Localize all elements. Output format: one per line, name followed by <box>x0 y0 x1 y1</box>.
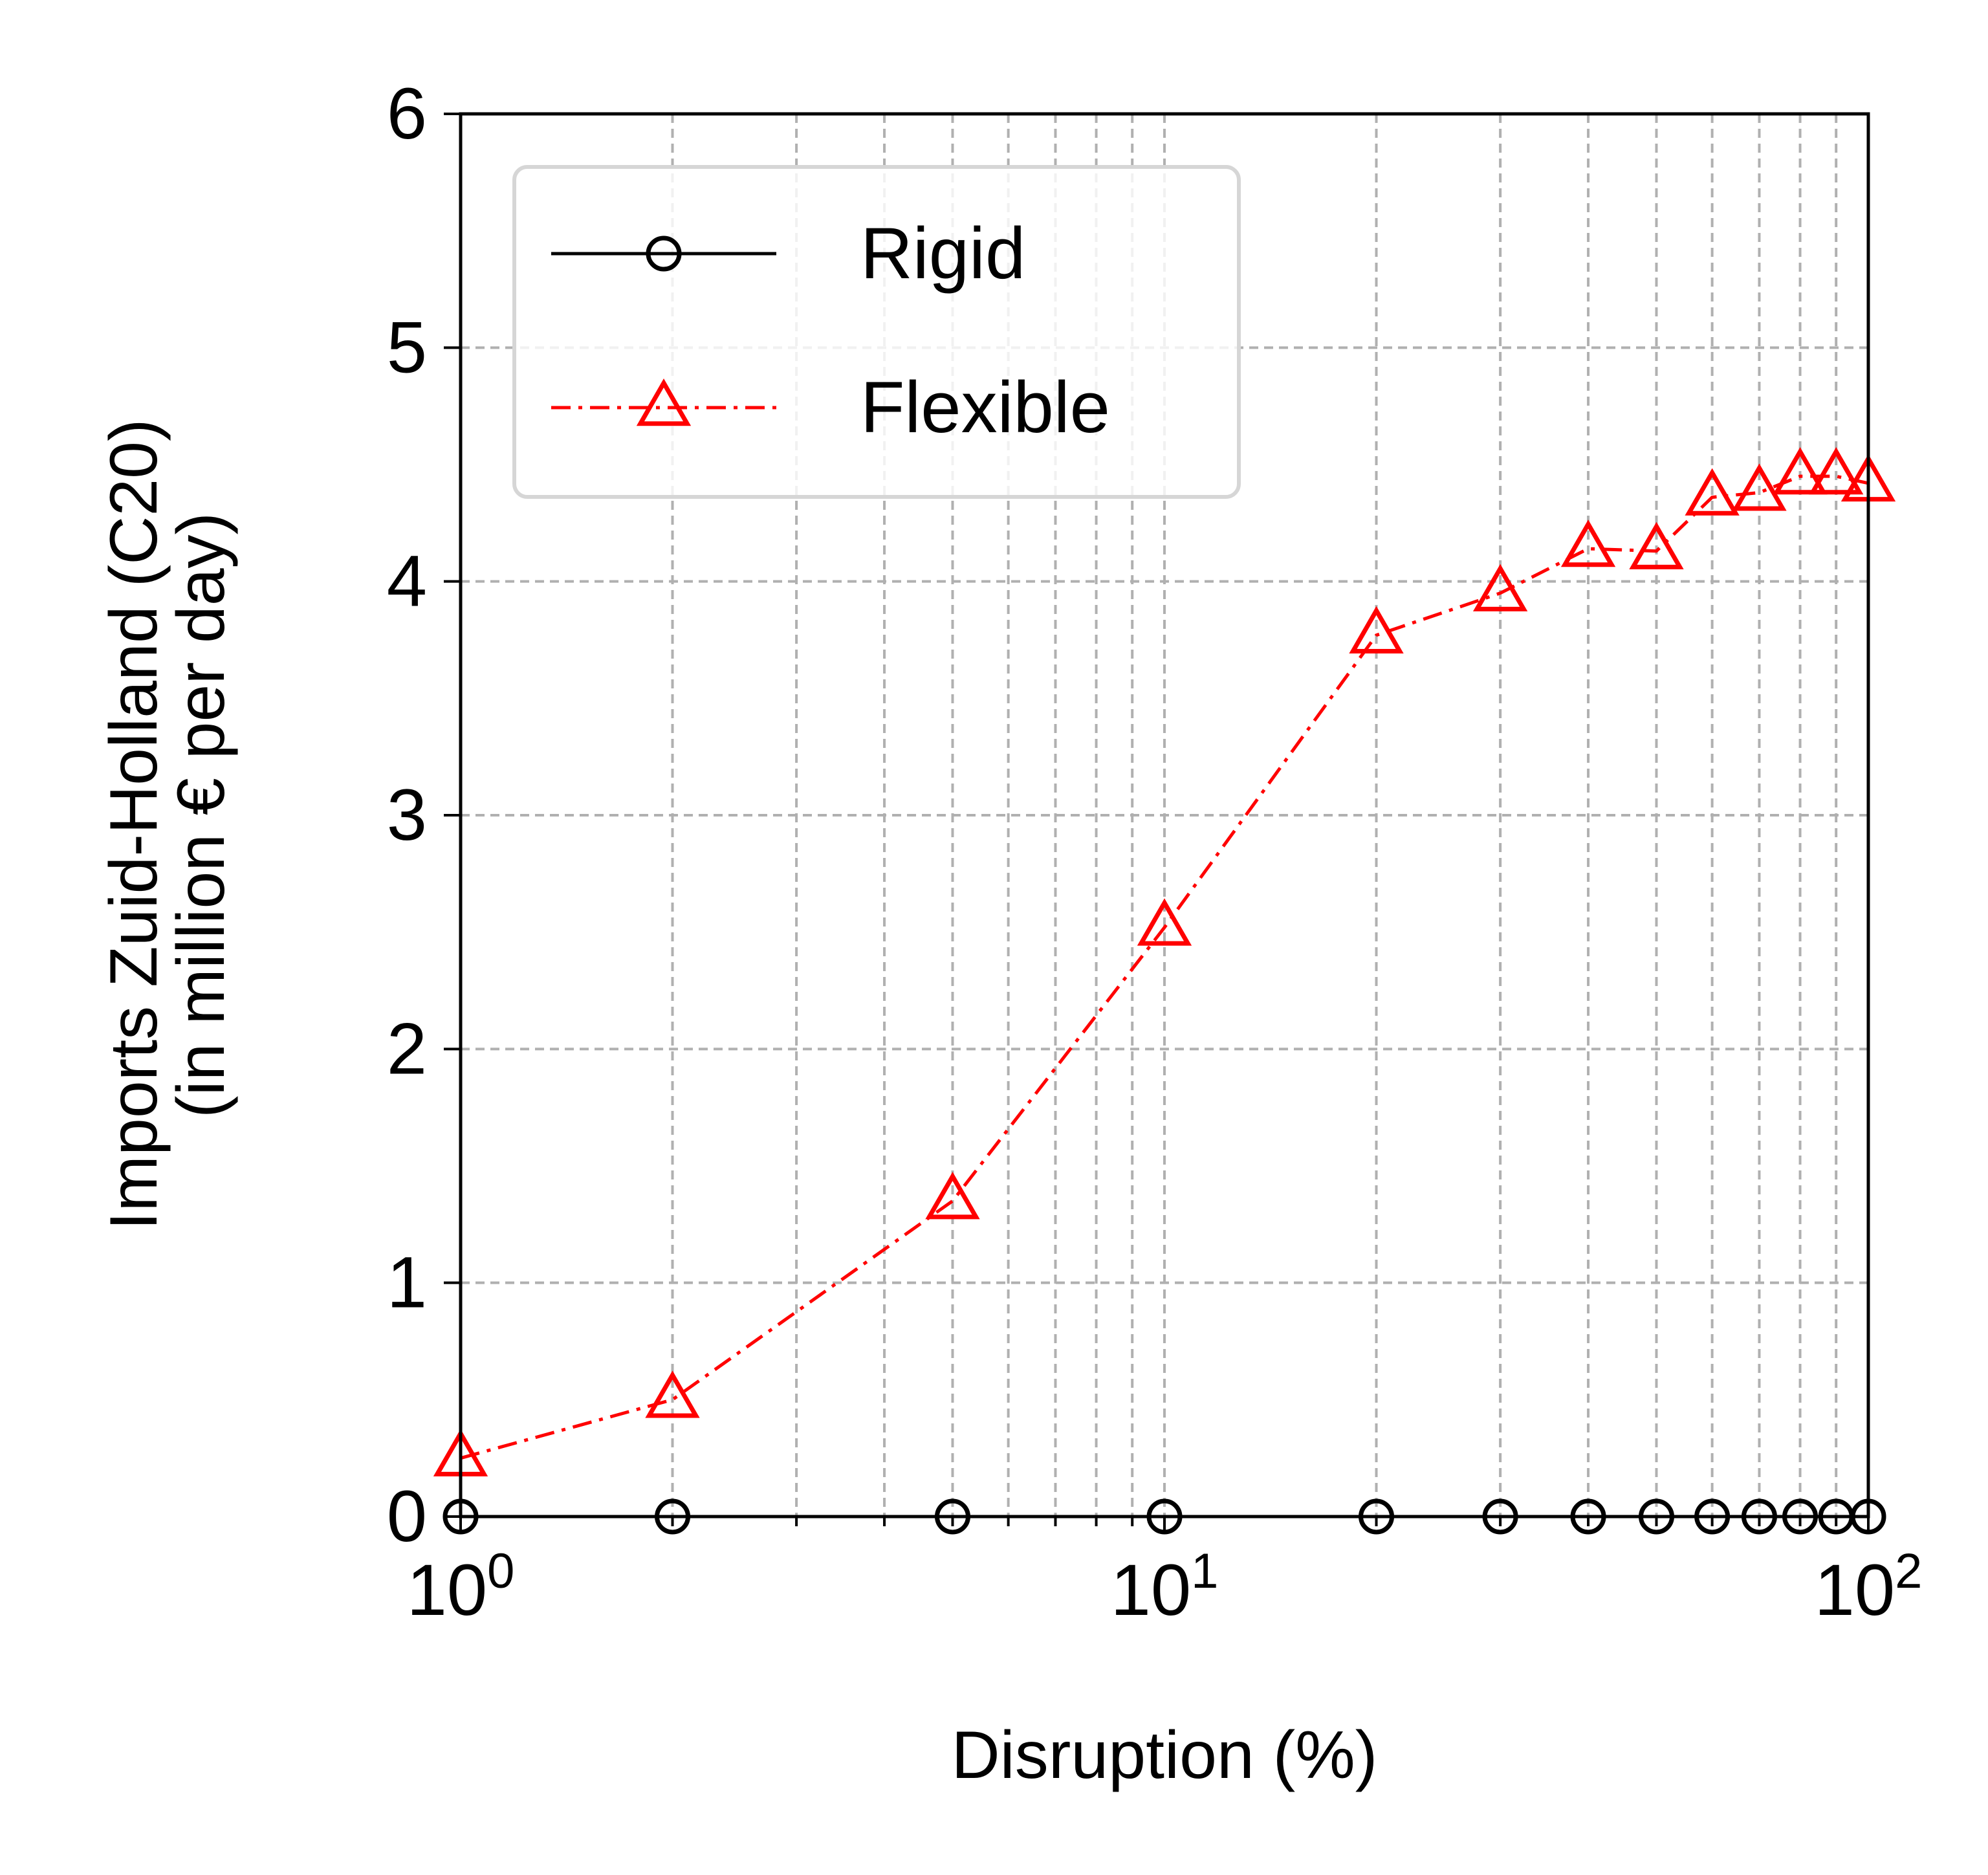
y-tick-label: 1 <box>387 1242 427 1323</box>
legend-marker-rigid <box>646 236 682 272</box>
data-point-flexible <box>1472 564 1528 611</box>
y-tick-label: 2 <box>387 1008 427 1089</box>
y-tick-label: 5 <box>387 307 427 388</box>
legend-marker-flexible <box>636 378 692 426</box>
data-point-flexible <box>645 1370 700 1418</box>
series-flexible <box>433 447 1896 1476</box>
y-axis-label-line-1: Imports Zuid-Holland (C20) <box>96 419 171 1230</box>
y-axis-label-line-2: (in million € per day) <box>164 512 239 1118</box>
x-tick-label: 102 <box>1815 1544 1923 1630</box>
legend: Rigid Flexible <box>512 165 1241 499</box>
data-point-flexible <box>1685 468 1740 516</box>
data-point-flexible <box>1560 520 1616 567</box>
y-tick-label: 6 <box>387 73 427 154</box>
data-point-flexible <box>925 1172 980 1220</box>
data-point-flexible <box>1137 898 1192 946</box>
y-tick-label: 4 <box>387 541 427 622</box>
y-axis-label: Imports Zuid-Holland (C20) (in million €… <box>96 400 239 1230</box>
data-point-flexible <box>1809 447 1864 495</box>
y-tick-label: 3 <box>387 774 427 855</box>
legend-label-rigid: Rigid <box>860 213 1025 294</box>
data-point-flexible <box>1629 521 1684 569</box>
x-tick-label: 100 <box>407 1544 515 1630</box>
series-line-flexible <box>460 474 1869 1460</box>
legend-label-flexible: Flexible <box>860 367 1110 448</box>
data-point-flexible <box>1732 463 1787 511</box>
data-point-flexible <box>1773 447 1828 495</box>
ticks: 0 1 2 3 4 5 6 100 101 102 <box>387 73 1923 1630</box>
legend-box <box>512 165 1241 499</box>
data-point-flexible <box>1349 606 1404 653</box>
x-axis-label: Disruption (%) <box>952 1718 1378 1793</box>
y-tick-label: 0 <box>387 1476 427 1557</box>
x-tick-label: 101 <box>1111 1544 1219 1630</box>
